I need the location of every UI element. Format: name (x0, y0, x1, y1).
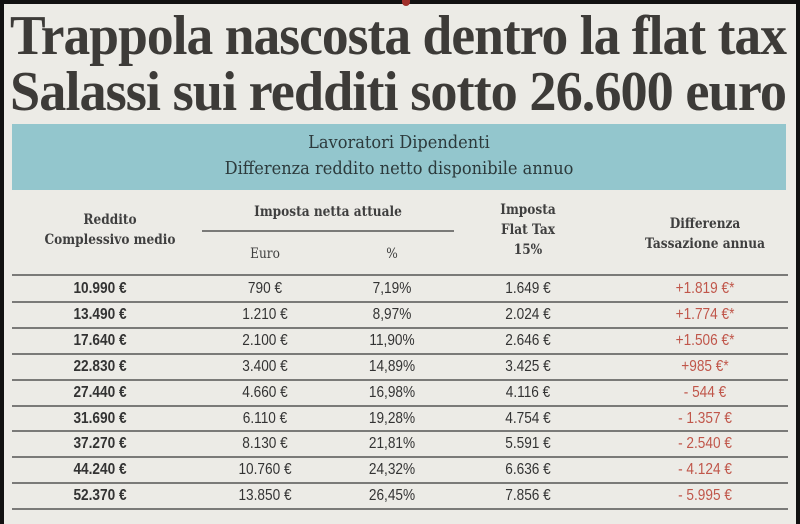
table-rule (12, 326, 788, 329)
table-rule (12, 404, 788, 407)
headline-line-2: Salassi sui redditi sotto 26.600 euro (10, 61, 787, 123)
imposta-percent-cell: 19,28% (368, 409, 416, 427)
pin-mark (402, 0, 410, 6)
reddito-cell: 52.370 € (73, 487, 127, 505)
header-reddito-line1: Reddito (83, 212, 137, 228)
table-rule (12, 378, 788, 381)
table-rule (12, 300, 788, 303)
table-rule (12, 274, 788, 276)
header-differenza: Differenza Tassazione annua (620, 214, 791, 254)
imposta-euro-cell: 6.110 € (242, 409, 288, 427)
imposta-percent-cell: 11,90% (369, 331, 415, 349)
header-flat-line3: 15% (513, 242, 543, 258)
imposta-percent-cell: 26,45% (368, 487, 416, 505)
differenza-cell: +1.819 €* (675, 280, 735, 297)
flat-tax-cell: 1.649 € (505, 280, 551, 297)
banner-title: Lavoratori Dipendenti (308, 132, 490, 153)
header-percent: % (386, 246, 398, 262)
newspaper-clipping (4, 4, 796, 524)
imposta-euro-cell: 2.100 € (242, 331, 288, 349)
flat-tax-cell: 6.636 € (505, 461, 551, 479)
header-reddito-line2: Complessivo medio (44, 232, 176, 248)
flat-tax-cell: 7.856 € (505, 487, 551, 505)
table-banner: Lavoratori Dipendenti Differenza reddito… (12, 124, 786, 190)
differenza-cell: - 2.540 € (678, 435, 732, 453)
reddito-cell: 22.830 € (73, 357, 127, 375)
imposta-percent-cell: 21,81% (368, 435, 416, 453)
banner-subtitle: Differenza reddito netto disponibile ann… (224, 158, 574, 179)
table-rule (12, 508, 788, 511)
differenza-cell: +1.774 €* (675, 305, 735, 323)
differenza-cell: - 1.357 € (678, 409, 732, 427)
reddito-cell: 17.640 € (73, 331, 127, 349)
headline-line-1: Trappola nascosta dentro la flat tax (10, 5, 787, 67)
imposta-euro-cell: 1.210 € (242, 305, 288, 323)
reddito-cell: 37.270 € (73, 435, 127, 453)
table-rule (12, 482, 788, 485)
imposta-percent-cell: 16,98% (368, 383, 416, 401)
differenza-cell: +985 €* (681, 357, 729, 375)
header-diff-line1: Differenza (669, 216, 741, 232)
imposta-euro-cell: 3.400 € (242, 357, 288, 375)
header-subrule (202, 230, 454, 232)
differenza-cell: - 4.124 € (678, 461, 732, 479)
reddito-cell: 10.990 € (73, 280, 127, 297)
header-flat-tax: Imposta Flat Tax 15% (474, 200, 582, 260)
flat-tax-cell: 5.591 € (505, 435, 551, 453)
flat-tax-cell: 2.024 € (505, 305, 551, 323)
table-rule (12, 430, 788, 433)
table-rule (12, 352, 788, 355)
imposta-percent-cell: 8,97% (372, 305, 412, 323)
header-flat-line2: Flat Tax (501, 222, 555, 238)
imposta-euro-cell: 13.850 € (238, 487, 292, 505)
reddito-cell: 13.490 € (73, 305, 127, 323)
imposta-euro-cell: 10.760 € (238, 461, 292, 479)
table-rule (12, 456, 788, 459)
imposta-euro-cell: 4.660 € (242, 383, 288, 401)
differenza-cell: +1.506 €* (675, 331, 735, 349)
imposta-euro-cell: 8.130 € (242, 435, 288, 453)
flat-tax-cell: 4.754 € (505, 409, 551, 427)
imposta-percent-cell: 24,32% (368, 461, 416, 479)
differenza-cell: - 5.995 € (678, 487, 732, 505)
flat-tax-cell: 4.116 € (505, 383, 551, 401)
header-imposta-attuale: Imposta netta attuale (254, 204, 402, 220)
imposta-percent-cell: 7,19% (372, 280, 412, 297)
flat-tax-cell: 3.425 € (505, 357, 551, 375)
header-diff-line2: Tassazione annua (645, 236, 765, 252)
reddito-cell: 27.440 € (73, 383, 127, 401)
reddito-cell: 44.240 € (73, 461, 127, 479)
flat-tax-cell: 2.646 € (505, 331, 551, 349)
differenza-cell: - 544 € (683, 383, 727, 401)
header-flat-line1: Imposta (500, 202, 556, 218)
imposta-percent-cell: 14,89% (368, 357, 416, 375)
imposta-euro-cell: 790 € (247, 280, 283, 297)
header-euro: Euro (250, 246, 280, 262)
header-reddito: Reddito Complessivo medio (29, 210, 191, 250)
reddito-cell: 31.690 € (73, 409, 127, 427)
